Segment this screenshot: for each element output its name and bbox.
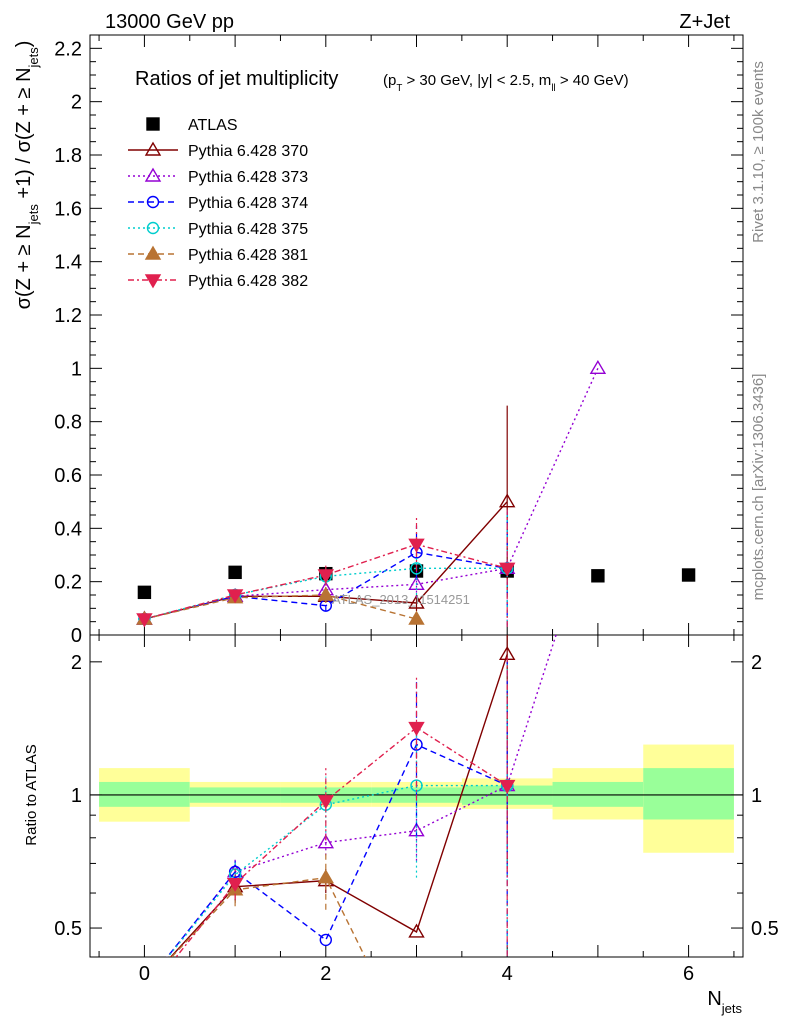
main-point [408,538,425,553]
y-tick-label: 1 [71,358,82,380]
y-tick-label: 0.4 [54,518,82,540]
y-tick-label: 0.2 [54,572,82,594]
ratio-series-5 [137,657,516,1004]
main-point [681,568,696,582]
main-title: Ratios of jet multiplicity [135,68,338,90]
main-series-line [144,594,417,620]
legend-marker [146,195,160,209]
y-tick-label: 1.8 [54,145,82,167]
main-point [136,613,153,628]
ratio-series-4 [170,850,366,957]
y-tick-label: 0 [71,625,82,647]
main-series-6 [136,509,516,628]
legend-label: Pythia 6.428 370 [188,143,308,160]
band-inner [643,768,734,820]
main-point [317,586,335,601]
ratio-point [319,933,333,947]
ratio-series-line [166,635,557,957]
ratio-point [317,795,335,810]
y-tick-label: 0.6 [54,465,82,487]
y-tick-label: 2.2 [54,38,82,60]
y-tick-label: 1.2 [54,305,82,327]
x-tick-label: 4 [502,963,513,985]
side-label-top: Rivet 3.1.10, ≥ 100k events [750,61,767,243]
legend-entry: Pythia 6.428 375 [128,221,308,238]
x-tick-label: 2 [320,963,331,985]
watermark: ATLAS_2013_I1514251 [332,592,470,607]
ratio-point [591,499,605,511]
y-tick-label-right: 2 [751,652,762,674]
legend-label: Pythia 6.428 374 [188,195,308,212]
main-ylabel: σ(Z + ≥ Njets +1) / σ(Z + ≥ Njets) [13,41,41,310]
header-right: Z+Jet [679,11,730,33]
x-tick-label: 0 [139,963,150,985]
ratio-point [408,923,425,938]
main-series-2 [136,359,607,625]
ratio-point [317,834,335,849]
main-title-cuts: (pT > 30 GeV, |y| < 2.5, mll > 40 GeV) [383,72,629,94]
x-tick-label: 6 [683,963,694,985]
header-left: 13000 GeV pp [105,11,234,33]
main-point [228,565,242,580]
ratio-series-line [170,876,366,957]
legend-entry: ATLAS [146,117,238,134]
main-panel: 0 0.2 0.4 0.6 0.8 1 1.2 1.4 1.6 1.8 2 2.2 [54,34,744,647]
main-point [498,562,516,577]
y-tick-label: 0.8 [54,412,82,434]
ratio-point [408,721,425,736]
legend-entry: Pythia 6.428 373 [128,167,308,186]
main-point [317,569,335,584]
legend-marker [144,141,162,156]
main-point [137,585,152,600]
ratio-series-line [167,784,508,957]
ratio-series-0 [169,635,516,957]
main-y-axis: 0 0.2 0.4 0.6 0.8 1 1.2 1.4 1.6 1.8 2 2.2 [54,38,743,647]
ratio-y-axis: 0.5 0.5 1 1 2 2 [54,652,779,940]
legend: ATLAS Pythia 6.428 370 Pythia 6.428 373 Pyt… [128,117,308,290]
legend-label: ATLAS [188,117,238,134]
ratio-point [228,865,242,879]
main-point [591,569,605,583]
ratio-point [498,779,516,794]
y-tick-label: 1.4 [54,252,82,274]
main-point [410,562,423,575]
ratio-series-line [169,654,508,957]
legend-entry: Pythia 6.428 382 [128,273,308,290]
legend-entry: Pythia 6.428 374 [128,195,308,212]
side-label-bottom: mcplots.cern.ch [arXiv:1306.3436] [750,374,767,601]
main-point [589,359,607,375]
y-tick-label: 2 [71,652,82,674]
ratio-point [317,869,335,884]
legend-marker [144,167,162,182]
main-point [226,589,244,604]
legend-label: Pythia 6.428 381 [188,247,308,264]
main-point [498,493,516,508]
ratio-ylabel: Ratio to ATLAS [23,744,40,845]
y-tick-label: 2 [71,92,82,114]
legend-label: Pythia 6.428 375 [188,221,308,238]
main-series-line [144,368,599,620]
legend-label: Pythia 6.428 382 [188,273,308,290]
main-point [408,594,425,609]
main-point [408,610,425,625]
legend-marker [144,245,162,260]
ratio-point [137,992,151,1004]
y-tick-label: 0.5 [54,918,82,940]
ratio-point [226,877,244,893]
legend-marker [146,117,160,131]
legend-label: Pythia 6.428 373 [188,169,308,186]
y-tick-label: 1 [71,785,82,807]
legend-marker [144,274,162,289]
y-tick-label-right: 1 [751,785,762,807]
ratio-panel: 0 2 4 6 0.5 0.5 1 1 2 2 [54,499,779,1004]
y-tick-label: 1.6 [54,198,82,220]
legend-entry: Pythia 6.428 381 [128,245,308,264]
legend-entry: Pythia 6.428 370 [128,141,308,160]
y-tick-label-right: 0.5 [751,918,779,940]
ratio-xlabel: Njets [707,988,742,1016]
legend-marker [146,221,160,235]
